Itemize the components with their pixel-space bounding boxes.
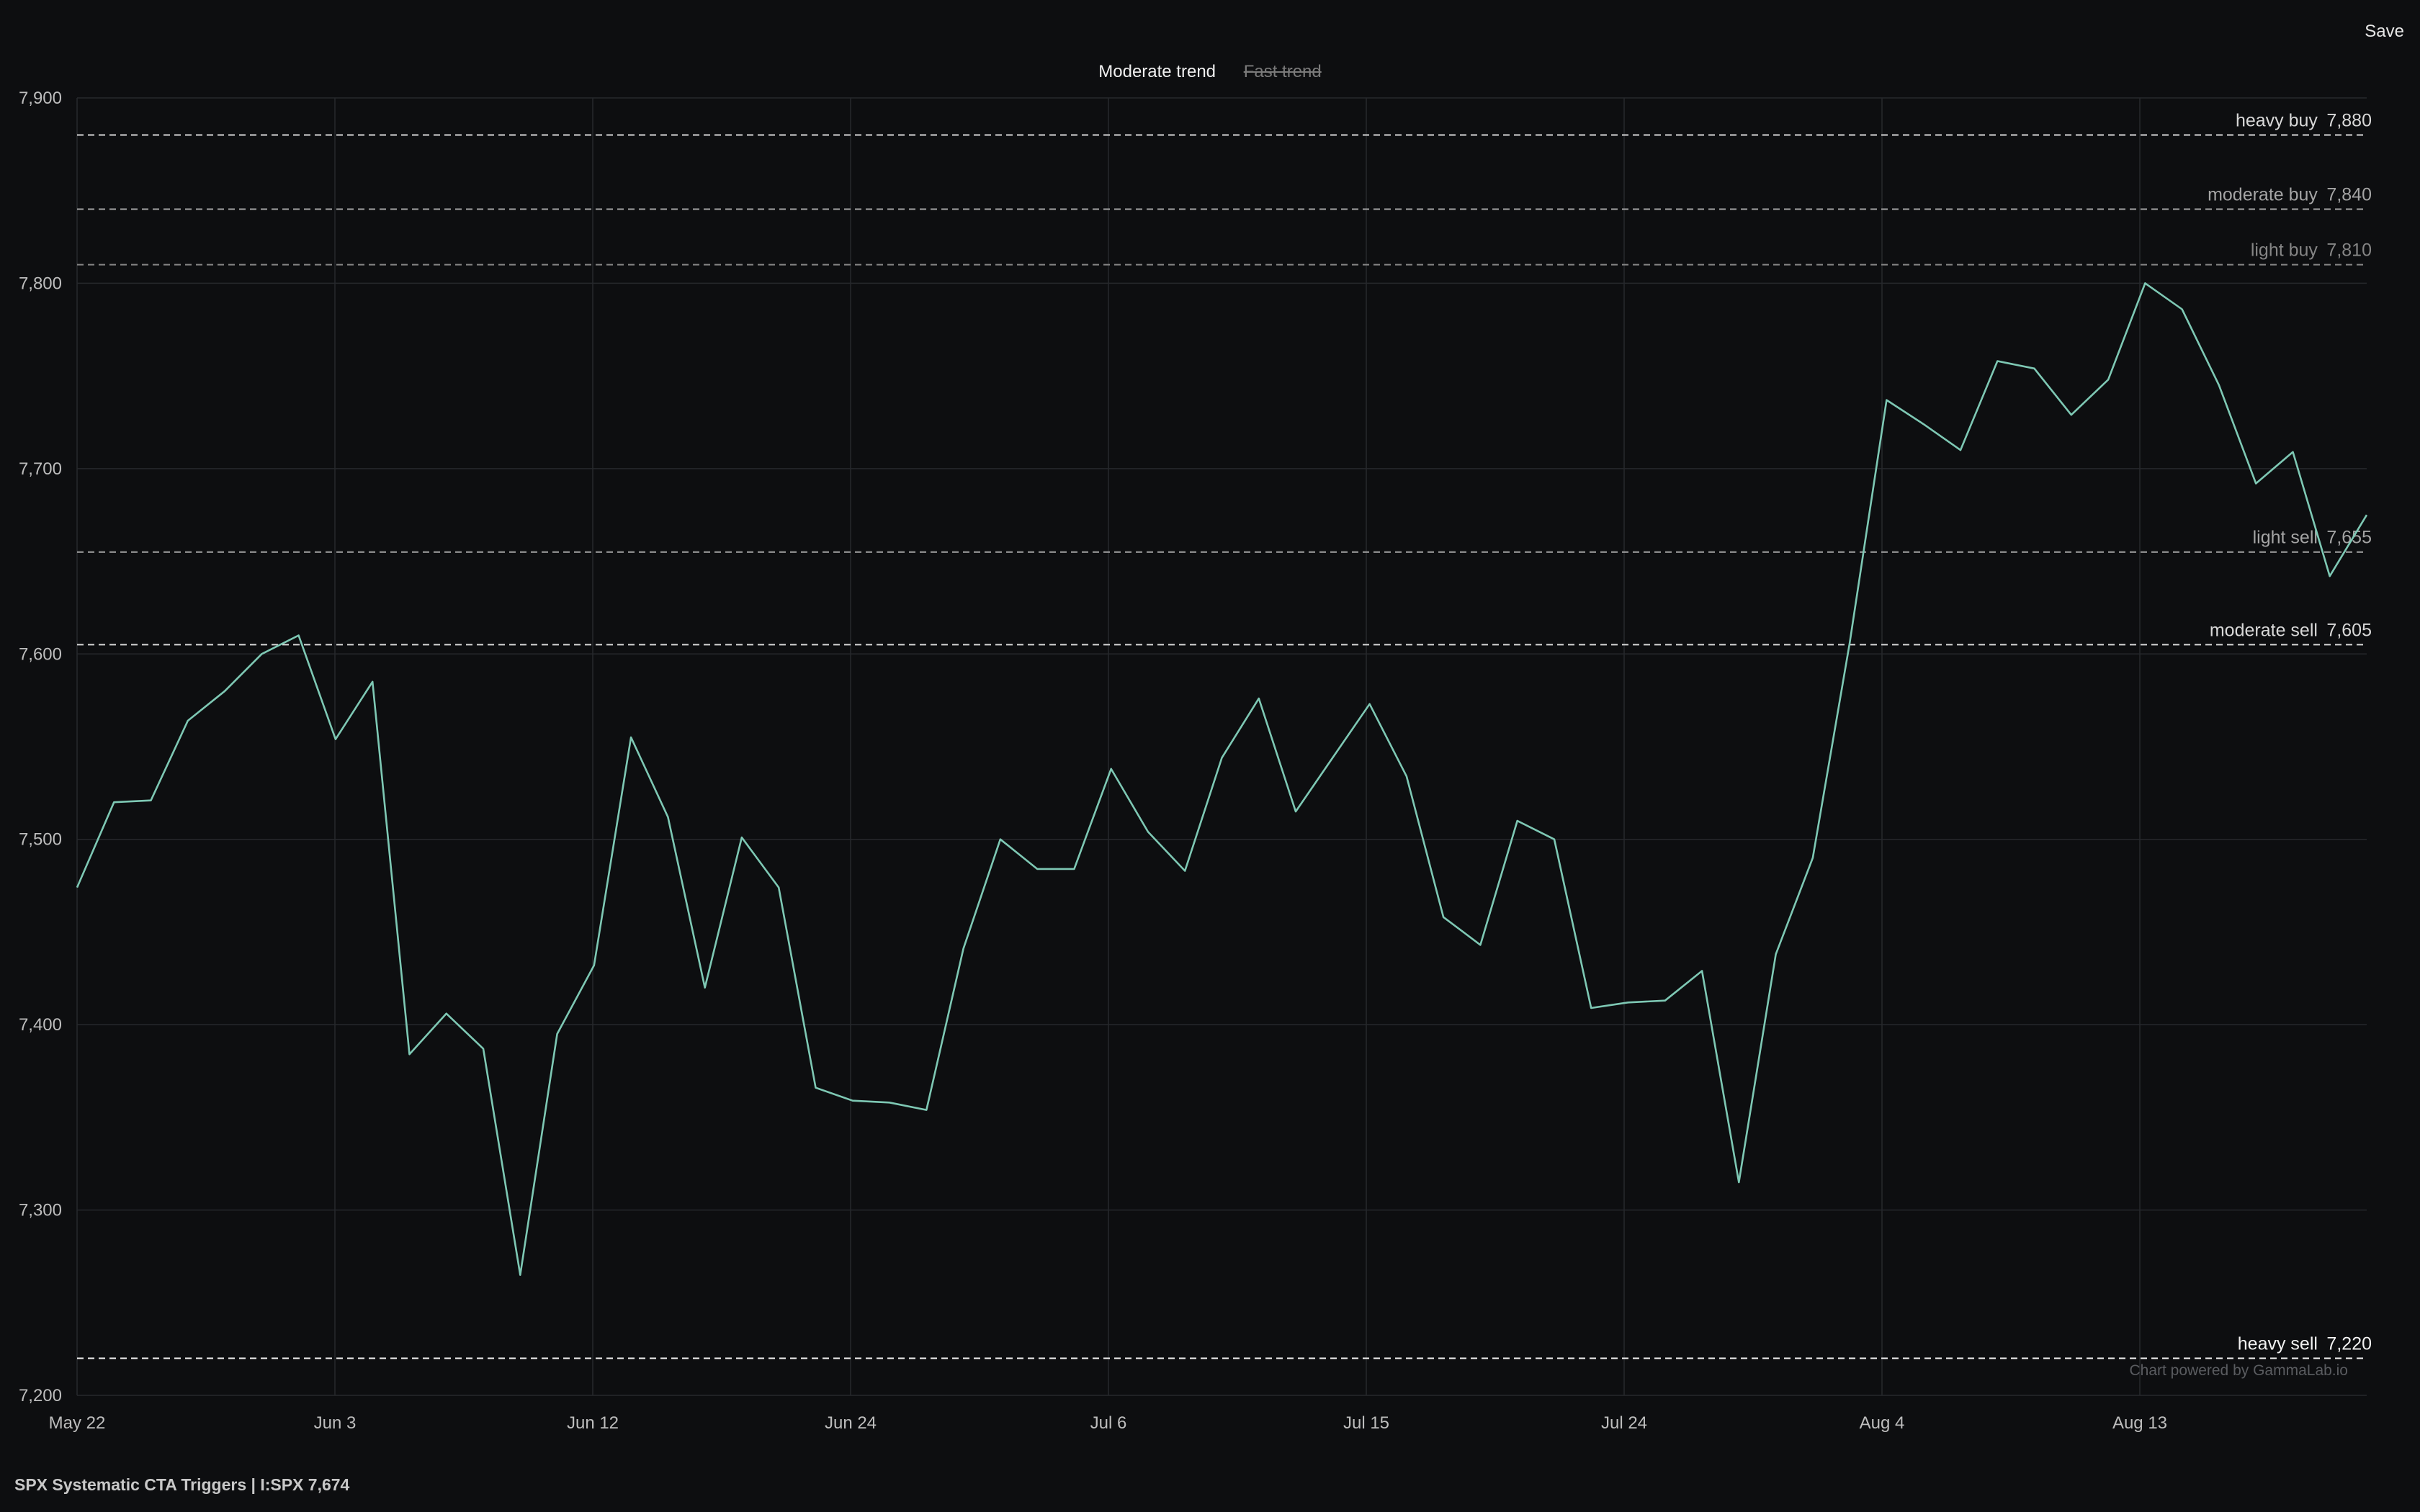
y-tick-label: 7,500 bbox=[19, 830, 62, 850]
series-point bbox=[1516, 819, 1519, 822]
save-button[interactable]: Save bbox=[2359, 19, 2410, 45]
series-point bbox=[150, 799, 153, 802]
series-line-moderate-trend bbox=[76, 282, 2368, 1276]
series-point bbox=[1479, 943, 1482, 946]
y-tick-label: 7,600 bbox=[19, 644, 62, 664]
series-point bbox=[1627, 1001, 1630, 1004]
series-point bbox=[704, 986, 707, 989]
chart-footer-title: SPX Systematic CTA Triggers | I:SPX 7,67… bbox=[14, 1475, 350, 1494]
y-tick-label: 7,300 bbox=[19, 1201, 62, 1220]
series-point bbox=[556, 1032, 559, 1035]
series-point bbox=[2291, 451, 2294, 454]
series-point bbox=[2033, 367, 2036, 370]
series-point bbox=[740, 836, 743, 839]
series-point bbox=[2143, 282, 2146, 284]
series-point bbox=[519, 1274, 521, 1277]
series-point bbox=[1996, 360, 1999, 363]
x-tick-label: Aug 4 bbox=[1860, 1413, 1905, 1433]
y-tick-label: 7,800 bbox=[19, 274, 62, 293]
series-point bbox=[1331, 756, 1334, 759]
series-point bbox=[2218, 384, 2220, 387]
series-point bbox=[1664, 999, 1667, 1002]
series-point bbox=[1553, 838, 1556, 841]
series-point bbox=[593, 964, 596, 967]
chart-legend: Moderate trend Fast trend bbox=[0, 62, 2420, 82]
series-point bbox=[1775, 953, 1778, 955]
series-point bbox=[76, 886, 79, 889]
series-point bbox=[1183, 869, 1186, 872]
series-point bbox=[1959, 449, 1962, 451]
series-point bbox=[814, 1086, 817, 1089]
series-point bbox=[888, 1101, 891, 1104]
x-tick-label: May 22 bbox=[49, 1413, 106, 1433]
series-point bbox=[1737, 1181, 1740, 1184]
series-point bbox=[297, 634, 300, 637]
series-point bbox=[1442, 916, 1445, 919]
series-point bbox=[1811, 856, 1814, 859]
series-point bbox=[2070, 413, 2073, 416]
series-point bbox=[777, 886, 780, 889]
series-point bbox=[1848, 642, 1851, 644]
series-point bbox=[482, 1048, 485, 1050]
y-tick-label: 7,200 bbox=[19, 1386, 62, 1405]
series-point bbox=[2365, 513, 2368, 516]
series-point bbox=[629, 736, 632, 739]
series-point bbox=[1368, 703, 1371, 706]
series-point bbox=[2329, 575, 2331, 577]
series-point bbox=[1258, 697, 1260, 700]
x-tick-label: Jul 6 bbox=[1090, 1413, 1127, 1433]
x-tick-label: Aug 13 bbox=[2112, 1413, 2167, 1433]
trigger-level-label: light buy 7,810 bbox=[2251, 240, 2372, 261]
series-point bbox=[851, 1099, 854, 1102]
series-point bbox=[1072, 868, 1075, 870]
series-point bbox=[371, 680, 374, 683]
series-point bbox=[1885, 399, 1888, 402]
y-tick-label: 7,900 bbox=[19, 89, 62, 108]
trigger-level-label: moderate sell 7,605 bbox=[2210, 620, 2372, 640]
y-tick-label: 7,400 bbox=[19, 1015, 62, 1035]
x-tick-label: Jul 24 bbox=[1601, 1413, 1647, 1433]
series-point bbox=[1294, 810, 1297, 813]
y-tick-label: 7,700 bbox=[19, 459, 62, 479]
x-tick-label: Jun 24 bbox=[825, 1413, 877, 1433]
series-point bbox=[112, 801, 115, 804]
series-point bbox=[187, 719, 189, 722]
series-point bbox=[2107, 378, 2110, 381]
series-point bbox=[962, 948, 965, 950]
series-point bbox=[408, 1053, 411, 1056]
series-point bbox=[666, 816, 669, 819]
legend-item-moderate-trend[interactable]: Moderate trend bbox=[1098, 62, 1216, 81]
legend-item-fast-trend[interactable]: Fast trend bbox=[1243, 62, 1322, 81]
trigger-level-label: light sell 7,655 bbox=[2253, 528, 2372, 548]
series-point bbox=[260, 652, 263, 655]
series-point bbox=[999, 838, 1002, 841]
series-point bbox=[1405, 775, 1408, 778]
x-tick-label: Jun 3 bbox=[314, 1413, 357, 1433]
trigger-level-label: moderate buy 7,840 bbox=[2208, 184, 2372, 204]
x-tick-label: Jul 15 bbox=[1343, 1413, 1389, 1433]
series-point bbox=[334, 738, 337, 741]
series-point bbox=[1221, 756, 1224, 759]
series-point bbox=[1110, 768, 1113, 770]
series-point bbox=[1147, 830, 1150, 833]
trigger-level-label: heavy sell 7,220 bbox=[2238, 1334, 2372, 1354]
series-point bbox=[2254, 482, 2257, 485]
series-point bbox=[1590, 1007, 1592, 1009]
series-point bbox=[445, 1012, 448, 1015]
chart-watermark: Chart powered by GammaLab.io bbox=[2130, 1362, 2349, 1379]
series-point bbox=[223, 690, 226, 693]
series-point bbox=[1922, 423, 1925, 426]
series-point bbox=[2181, 307, 2184, 310]
series-point bbox=[1700, 969, 1703, 972]
trigger-level-label: heavy buy 7,880 bbox=[2236, 110, 2372, 130]
series-point bbox=[925, 1109, 928, 1112]
series-point bbox=[1036, 868, 1039, 870]
x-tick-label: Jun 12 bbox=[567, 1413, 619, 1433]
